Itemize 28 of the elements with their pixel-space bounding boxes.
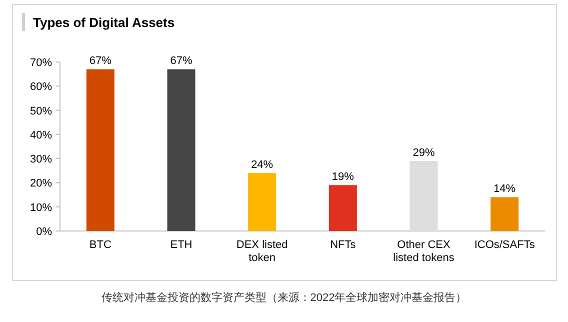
y-tick-label: 40% [30,129,52,142]
data-label: 67% [89,55,112,68]
y-tick-label: 20% [30,178,52,190]
y-tick-label: 70% [30,57,52,69]
bar [490,197,519,231]
x-tick-label: DEX listed token [236,239,288,264]
bar [86,69,114,231]
bar [167,69,196,231]
x-tick-label: ICOs/SAFTs [474,239,536,251]
x-tick-label: ETH [170,239,192,251]
data-label: 29% [412,146,435,159]
data-label: 19% [332,171,354,184]
data-label: 24% [251,159,274,172]
bar [328,185,357,231]
bar [248,173,276,231]
y-tick-label: 0% [36,226,52,238]
y-tick-label: 60% [30,81,52,94]
data-label: 67% [170,55,192,68]
y-tick-label: 50% [30,105,52,118]
x-tick-label: BTC [89,239,112,251]
chart-title: Types of Digital Assets [33,15,175,30]
bar [410,160,438,231]
y-tick-label: 10% [30,202,52,214]
text: 传统对冲基金投资的数字资产类型（来源：2022年全球加密对冲基金报告） [101,291,467,304]
x-tick-label: NFTs [330,239,356,251]
x-tick-label: Other CEX listed tokens [393,239,455,264]
data-label: 14% [494,183,516,196]
y-tick-label: 30% [30,154,52,166]
